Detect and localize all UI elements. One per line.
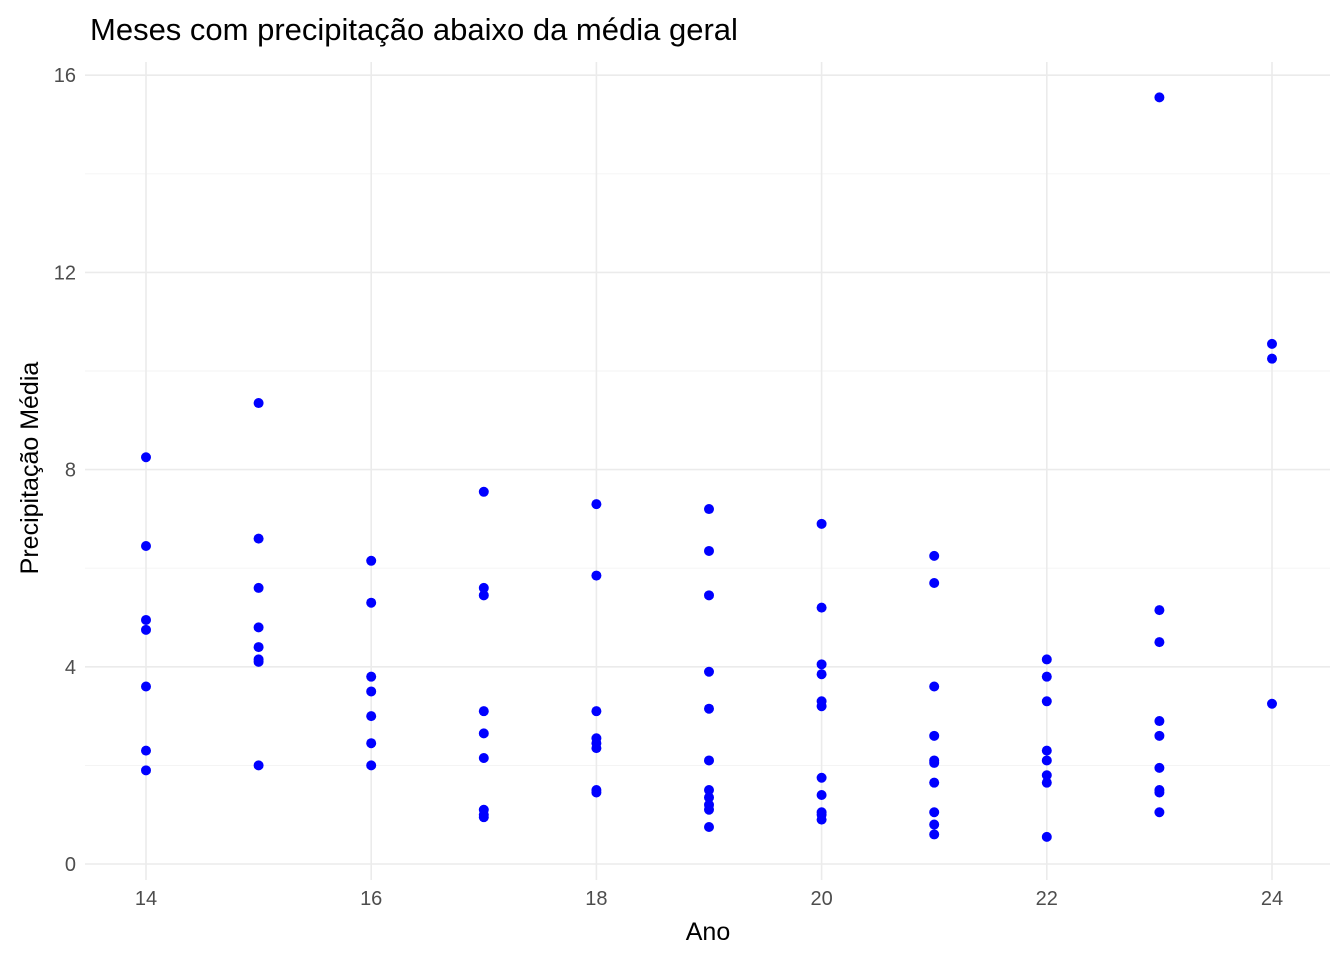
data-point: [478, 753, 489, 764]
data-point: [253, 760, 264, 771]
data-point: [704, 703, 714, 714]
data-point: [1041, 654, 1052, 665]
data-point: [1154, 92, 1165, 103]
data-point: [591, 499, 602, 510]
x-tick-label: 14: [135, 888, 157, 910]
data-point: [141, 541, 151, 552]
data-point: [1154, 637, 1165, 648]
data-point: [929, 829, 940, 840]
data-point: [253, 533, 264, 544]
data-point: [141, 614, 151, 625]
y-tick-label: 4: [65, 657, 76, 679]
data-point: [141, 681, 151, 692]
data-point: [366, 671, 377, 682]
data-point: [929, 819, 940, 830]
data-point: [704, 590, 714, 601]
data-point: [816, 659, 827, 670]
y-tick-label: 12: [54, 262, 76, 284]
data-point: [816, 772, 827, 783]
y-tick-label: 8: [65, 460, 76, 482]
data-point: [478, 590, 489, 601]
data-point: [704, 504, 714, 515]
data-point: [478, 582, 489, 593]
data-point: [141, 765, 151, 776]
chart-title: Meses com precipitação abaixo da média g…: [90, 12, 738, 47]
x-axis-title: Ano: [686, 918, 730, 946]
data-point: [253, 642, 264, 653]
data-point: [1041, 745, 1052, 756]
data-point: [704, 792, 714, 803]
x-tick-label: 22: [1036, 888, 1058, 910]
data-point: [816, 814, 827, 825]
data-point: [1267, 353, 1277, 364]
data-point: [366, 597, 377, 608]
data-point: [253, 582, 264, 593]
x-tick-label: 24: [1261, 888, 1283, 910]
data-point: [816, 602, 827, 613]
data-point: [1041, 777, 1052, 788]
data-point: [366, 711, 377, 722]
data-point: [929, 807, 940, 818]
data-point: [816, 669, 827, 680]
data-point: [478, 812, 489, 823]
x-axis-tick-labels: 14 16 18 20 22 24: [135, 888, 1283, 910]
data-point: [478, 486, 489, 497]
data-point: [366, 738, 377, 749]
data-point: [929, 577, 940, 588]
data-point: [253, 398, 264, 409]
data-point: [929, 730, 940, 741]
x-tick-label: 16: [360, 888, 382, 910]
data-point: [704, 785, 714, 796]
data-point: [591, 743, 602, 754]
data-point: [1041, 755, 1052, 766]
data-point: [1154, 807, 1165, 818]
data-point: [816, 789, 827, 800]
data-point: [704, 755, 714, 766]
data-point: [253, 622, 264, 633]
data-point: [1041, 770, 1052, 781]
x-tick-label: 18: [585, 888, 607, 910]
data-point: [1267, 338, 1277, 349]
data-point: [1041, 831, 1052, 842]
data-point: [704, 545, 714, 556]
data-point: [816, 518, 827, 529]
data-point: [366, 555, 377, 566]
data-points: [141, 92, 1277, 842]
data-point: [1154, 787, 1165, 798]
data-point: [253, 656, 264, 667]
data-point: [929, 681, 940, 692]
y-axis-title: Precipitação Média: [16, 362, 44, 575]
y-tick-label: 0: [65, 854, 76, 876]
data-point: [478, 728, 489, 739]
data-point: [1154, 762, 1165, 773]
data-point: [1041, 696, 1052, 707]
data-point: [591, 787, 602, 798]
data-point: [366, 686, 377, 697]
data-point: [1154, 730, 1165, 741]
data-point: [704, 666, 714, 677]
data-point: [816, 701, 827, 712]
x-tick-label: 20: [810, 888, 832, 910]
data-point: [366, 760, 377, 771]
data-point: [1041, 671, 1052, 682]
data-point: [704, 822, 714, 833]
data-point: [704, 804, 714, 815]
data-point: [1154, 716, 1165, 727]
data-point: [929, 777, 940, 788]
grid: [85, 62, 1330, 880]
data-point: [929, 550, 940, 561]
data-point: [929, 757, 940, 768]
data-point: [1267, 698, 1277, 709]
y-axis-tick-labels: 0 4 8 12 16: [54, 65, 76, 876]
data-point: [591, 570, 602, 581]
data-point: [1154, 605, 1165, 616]
data-point: [141, 745, 151, 756]
data-point: [141, 452, 151, 463]
y-tick-label: 16: [54, 65, 76, 87]
data-point: [591, 706, 602, 717]
data-point: [141, 624, 151, 635]
data-point: [478, 706, 489, 717]
